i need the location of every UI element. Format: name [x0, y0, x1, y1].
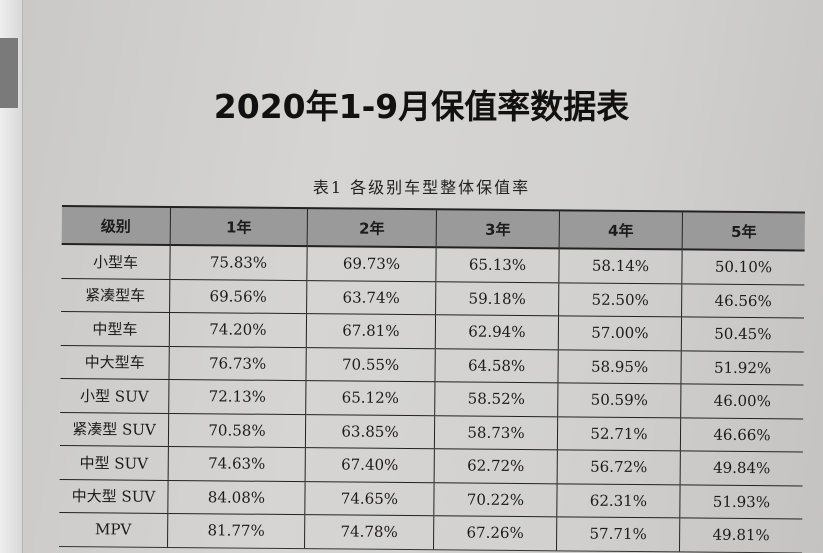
retention-rate-cell: 57.00% — [558, 315, 682, 351]
retention-rate-cell: 51.92% — [680, 350, 804, 385]
page-edge — [0, 0, 23, 553]
vehicle-class-cell: MPV — [59, 512, 168, 547]
retention-rate-cell: 50.59% — [557, 382, 681, 418]
retention-rate-cell: 74.20% — [169, 312, 307, 348]
retention-rate-cell: 75.83% — [169, 244, 308, 281]
retention-rate-cell: 49.81% — [679, 517, 803, 553]
retention-rate-cell: 70.58% — [168, 412, 306, 448]
retention-rate-cell: 46.56% — [681, 283, 805, 318]
table-caption: 表1 各级别车型整体保值率 — [312, 178, 531, 197]
header-cell: 5年 — [682, 211, 805, 251]
retention-rate-cell: 84.08% — [167, 479, 306, 515]
vehicle-class-cell: 中型 SUV — [59, 445, 169, 480]
vehicle-class-cell: 小型 SUV — [60, 378, 169, 413]
retention-rate-cell: 70.22% — [433, 482, 558, 517]
retention-rate-cell: 63.85% — [305, 414, 435, 449]
retention-rate-cell: 58.95% — [557, 349, 682, 384]
vehicle-class-cell: 小型车 — [61, 243, 171, 279]
vehicle-class-cell: 中大型车 — [60, 344, 170, 380]
retention-rate-cell: 62.94% — [435, 314, 559, 350]
retention-rate-cell: 50.45% — [681, 316, 805, 352]
retention-rate-cell: 63.74% — [306, 280, 436, 315]
retention-rate-cell: 67.81% — [306, 313, 436, 349]
header-cell: 1年 — [170, 206, 308, 247]
retention-rate-cell: 69.56% — [169, 278, 307, 314]
table-row: MPV 81.77% 74.78% 67.26% 57.71% 49.81% — [59, 512, 803, 553]
retention-rate-cell: 81.77% — [167, 513, 305, 549]
retention-rate-cell: 69.73% — [306, 246, 437, 282]
header-cell: 3年 — [436, 209, 560, 249]
page-edge-mark — [0, 38, 18, 108]
retention-rate-cell: 58.73% — [434, 415, 558, 450]
vehicle-class-cell: 中大型 SUV — [59, 478, 169, 514]
vehicle-class-cell: 中型车 — [60, 311, 170, 346]
retention-rate-cell: 58.14% — [558, 248, 683, 284]
retention-rate-cell: 59.18% — [435, 281, 559, 316]
retention-rate-cell: 65.12% — [305, 380, 435, 416]
retention-rate-cell: 67.26% — [433, 515, 557, 551]
retention-rate-cell: 67.40% — [305, 447, 435, 483]
retention-rate-cell: 50.10% — [681, 249, 805, 285]
header-cell: 级别 — [61, 205, 171, 245]
retention-rate-cell: 64.58% — [434, 348, 559, 383]
retention-rate-cell: 72.13% — [168, 379, 306, 415]
vehicle-class-cell: 紧凑型 SUV — [59, 411, 169, 447]
retention-rate-cell: 58.52% — [434, 381, 558, 417]
retention-rate-cell: 52.50% — [558, 282, 682, 317]
retention-rate-cell: 52.71% — [557, 416, 681, 451]
retention-rate-cell: 46.00% — [680, 383, 804, 419]
retention-rate-cell: 49.84% — [680, 450, 803, 486]
retention-rate-cell: 70.55% — [305, 347, 436, 382]
retention-rate-cell: 57.71% — [556, 516, 680, 552]
retention-rate-cell: 62.72% — [434, 448, 558, 484]
retention-rate-cell: 76.73% — [168, 345, 307, 381]
retention-rate-cell: 74.65% — [304, 481, 435, 516]
retention-rate-cell: 74.78% — [304, 514, 434, 550]
header-cell: 4年 — [559, 210, 683, 250]
retention-rate-cell: 51.93% — [679, 484, 803, 519]
retention-rate-table: 级别 1年 2年 3年 4年 5年 小型车 75.83% 69.73% 65.13% 5… — [59, 205, 805, 553]
retention-rate-cell: 62.31% — [556, 483, 681, 518]
header-cell: 2年 — [307, 208, 437, 248]
page-title: 2020年1-9月保值率数据表 — [213, 87, 630, 126]
retention-rate-cell: 56.72% — [557, 449, 681, 485]
retention-rate-cell: 65.13% — [435, 247, 560, 283]
vehicle-class-cell: 紧凑型车 — [61, 277, 170, 313]
retention-rate-cell: 74.63% — [168, 446, 306, 482]
table-header-row: 级别 1年 2年 3年 4年 5年 — [61, 205, 805, 251]
retention-rate-cell: 46.66% — [680, 417, 804, 452]
